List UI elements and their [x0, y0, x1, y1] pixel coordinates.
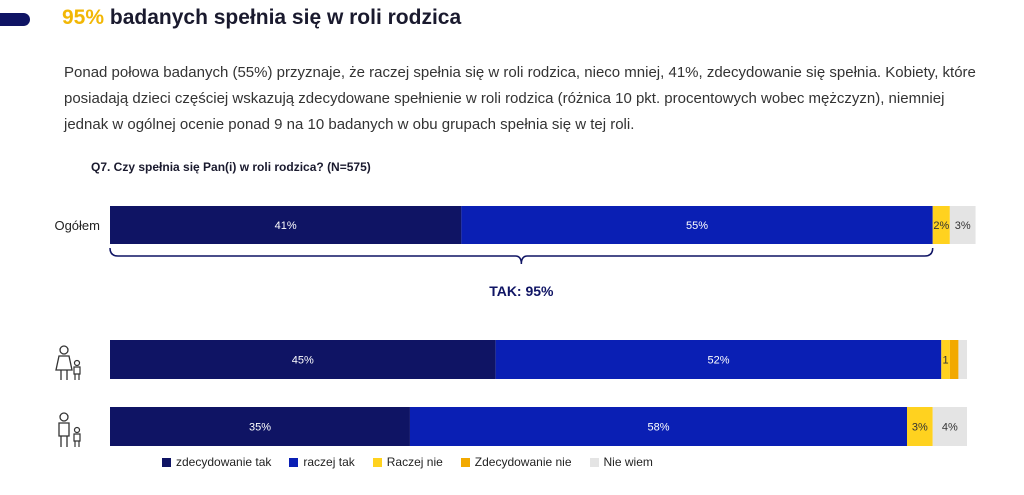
- bar-segment: [949, 340, 959, 379]
- bar-segment: [409, 407, 908, 446]
- bar-segment: [110, 340, 496, 379]
- title-text: badanych spełnia się w roli rodzica: [109, 6, 462, 29]
- category-label: Ogółem: [54, 218, 100, 233]
- man-with-child-icon: [73, 433, 81, 447]
- legend-item: Zdecydowanie nie: [460, 455, 572, 469]
- bar-data-label: 4%: [942, 422, 958, 434]
- woman-with-child-icon: [73, 366, 81, 380]
- tak-bracket-label: TAK: 95%: [489, 283, 554, 299]
- legend-item: Nie wiem: [589, 455, 653, 469]
- bar-data-label: 1: [943, 355, 949, 367]
- legend-label: Raczej nie: [386, 455, 443, 469]
- bar-segment: [958, 340, 967, 379]
- bar-segment: [461, 206, 933, 244]
- chart-legend: zdecydowanie tak raczej tak Raczej nie Zdec…: [162, 455, 653, 469]
- man-with-child-icon: [60, 436, 68, 447]
- bar-data-label: 3%: [955, 220, 971, 232]
- page-title: 95% badanych spełnia się w roli rodzica: [62, 6, 461, 30]
- legend-item: zdecydowanie tak: [162, 455, 271, 469]
- man-with-child-icon: [59, 412, 69, 422]
- bar-segment: [495, 340, 942, 379]
- bar-segment: [907, 407, 933, 446]
- title-highlight: 95%: [62, 6, 105, 29]
- intro-paragraph: Ponad połowa badanych (55%) przyznaje, ż…: [64, 64, 976, 133]
- legend-label: raczej tak: [303, 455, 355, 469]
- bar-data-label: 45%: [292, 355, 314, 367]
- bar-segment: [932, 206, 950, 244]
- legend-swatch: [289, 457, 299, 467]
- legend-item: Raczej nie: [372, 455, 443, 469]
- woman-with-child-icon: [59, 345, 69, 355]
- bar-data-label: 3%: [912, 422, 928, 434]
- bar-data-label: 52%: [707, 355, 729, 367]
- bar-data-label: 2%: [933, 220, 949, 232]
- legend-item: raczej tak: [289, 455, 355, 469]
- bar-segment: [110, 407, 410, 446]
- bar-segment: [949, 206, 976, 244]
- bar-segment: [932, 407, 967, 446]
- man-with-child-icon: [58, 422, 70, 437]
- bar-data-label: 35%: [249, 422, 271, 434]
- woman-with-child-icon: [55, 355, 73, 371]
- legend-swatch: [372, 457, 382, 467]
- legend-swatch: [460, 457, 470, 467]
- bar-segment: [941, 340, 950, 379]
- bar-data-label: 55%: [686, 220, 708, 232]
- question-label: Q7. Czy spełnia się Pan(i) w roli rodzic…: [91, 160, 371, 174]
- woman-with-child-icon: [73, 359, 81, 367]
- bar-data-label: 58%: [647, 422, 669, 434]
- title-accent-bar: [0, 13, 30, 26]
- tak-bracket: [109, 247, 934, 265]
- legend-label: zdecydowanie tak: [176, 455, 272, 469]
- man-with-child-icon: [73, 426, 81, 434]
- woman-with-child-icon: [60, 370, 68, 380]
- bar-segment: [110, 206, 462, 244]
- legend-swatch: [589, 457, 599, 467]
- bar-data-label: 41%: [275, 220, 297, 232]
- legend-label: Zdecydowanie nie: [474, 455, 572, 469]
- legend-label: Nie wiem: [603, 455, 653, 469]
- legend-swatch: [162, 457, 171, 467]
